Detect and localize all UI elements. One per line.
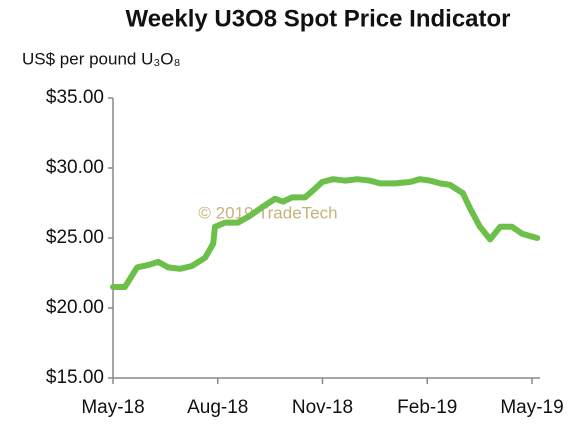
y-tick-label: $25.00 bbox=[46, 227, 104, 248]
y-axis-label: US$ per pound U₃O₈ bbox=[22, 49, 181, 68]
y-tick-label: $35.00 bbox=[46, 87, 104, 108]
y-tick-label: $30.00 bbox=[46, 157, 104, 178]
y-tick-label: $15.00 bbox=[46, 367, 104, 388]
price-line bbox=[110, 176, 541, 290]
chart-title: Weekly U3O8 Spot Price Indicator bbox=[125, 5, 510, 32]
x-tick-label: May-18 bbox=[81, 397, 144, 418]
x-tick-label: Feb-19 bbox=[397, 397, 457, 418]
x-tick-label: Aug-18 bbox=[187, 397, 248, 418]
x-tick-label: May-19 bbox=[500, 397, 563, 418]
y-tick-label: $20.00 bbox=[46, 297, 104, 318]
x-tick-label: Nov-18 bbox=[292, 397, 353, 418]
watermark: © 2019 TradeTech bbox=[198, 203, 337, 222]
